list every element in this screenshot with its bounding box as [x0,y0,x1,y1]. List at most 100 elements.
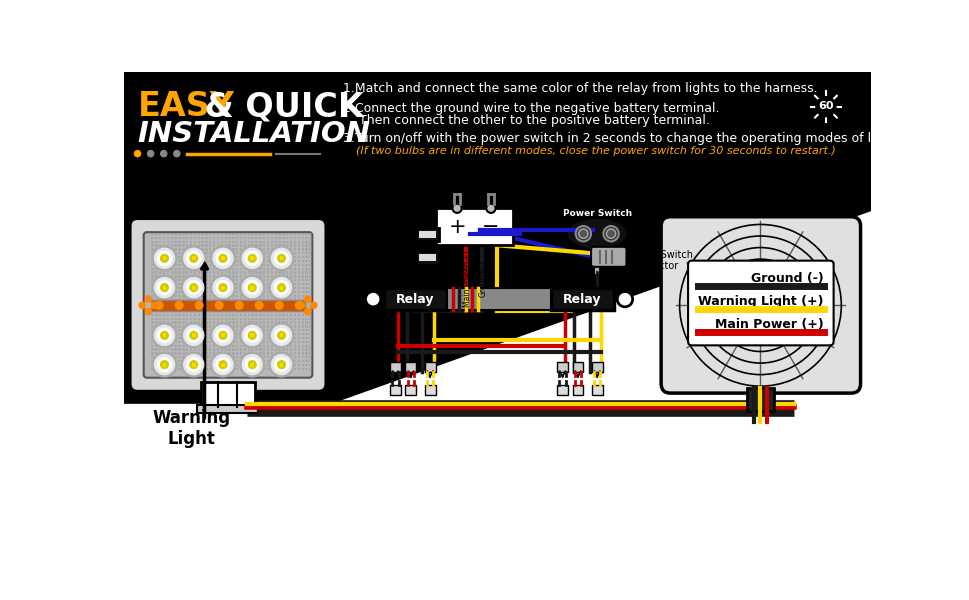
Bar [182,295,184,297]
Bar [301,256,303,259]
Text: Power Switch
Connector: Power Switch Connector [627,250,692,271]
Bar [239,290,242,293]
Bar [243,279,246,281]
Bar [209,314,211,316]
Bar [266,248,269,251]
Bar [151,275,153,278]
Bar [198,298,200,301]
Circle shape [152,275,176,300]
Bar [263,260,266,262]
Circle shape [157,251,172,265]
Bar [294,352,296,355]
Bar [301,275,303,278]
Bar [198,275,200,278]
Bar [251,349,254,351]
Bar [290,368,292,370]
Bar [182,298,184,301]
Bar [221,241,223,243]
Bar [255,290,258,293]
Circle shape [242,325,262,346]
Bar [239,337,242,339]
Bar [255,275,258,278]
Bar [209,337,211,339]
Bar [305,295,307,297]
Bar [274,317,276,320]
Bar [174,295,176,297]
Bar [259,241,262,243]
Bar [228,233,231,235]
Bar [182,314,184,316]
Circle shape [210,275,235,300]
Bar [305,322,307,324]
Bar [243,275,246,278]
Bar [167,233,169,235]
Bar [194,268,196,270]
Circle shape [190,284,198,292]
Bar [171,256,172,259]
Bar [155,290,157,293]
Bar [266,368,269,370]
Bar [167,306,169,308]
Bar [263,322,266,324]
Text: Warning
Light: Warning Light [152,409,231,448]
Bar [243,317,246,320]
Bar [247,279,250,281]
Bar [155,241,157,243]
Bar [163,362,167,367]
Bar [255,306,258,308]
Bar [243,241,246,243]
Bar [282,290,284,293]
Bar [178,290,180,293]
Bar [235,317,238,320]
Bar [151,260,153,262]
Bar [151,344,153,347]
Bar [186,344,188,347]
Bar [294,268,296,270]
Bar [286,310,288,312]
Bar [251,298,254,301]
Bar [232,344,234,347]
Bar [194,287,196,289]
Bar [228,264,231,266]
Bar [151,298,153,301]
Bar [274,337,276,339]
Bar [290,306,292,308]
Bar [186,341,188,343]
Bar [155,337,157,339]
Bar [232,260,234,262]
Bar [202,356,203,358]
Text: 2.Connect the ground wire to the negative battery terminal.: 2.Connect the ground wire to the negativ… [343,101,719,115]
Bar [190,317,192,320]
Circle shape [310,302,317,308]
Bar [309,275,311,278]
Bar [174,233,176,235]
Bar [279,334,283,337]
Bar [190,329,192,331]
Bar [221,248,223,251]
Bar [294,325,296,328]
Text: Ground(-): Ground(-) [479,260,487,297]
Bar [217,287,219,289]
Bar [202,333,203,335]
Bar [151,264,153,266]
Circle shape [274,358,288,371]
Bar [171,283,172,285]
Bar [309,302,311,305]
Bar [290,364,292,366]
Bar [217,344,219,347]
Bar [282,341,284,343]
Bar [224,352,227,355]
Bar [274,368,276,370]
Bar [270,360,273,362]
Bar [286,317,288,320]
Bar [251,329,254,331]
Bar [209,271,211,274]
Bar [213,237,215,239]
Bar [205,322,207,324]
Bar [301,302,303,305]
Bar [190,298,192,301]
Bar [182,329,184,331]
Bar [290,268,292,270]
Bar [255,368,258,370]
Circle shape [175,301,183,309]
